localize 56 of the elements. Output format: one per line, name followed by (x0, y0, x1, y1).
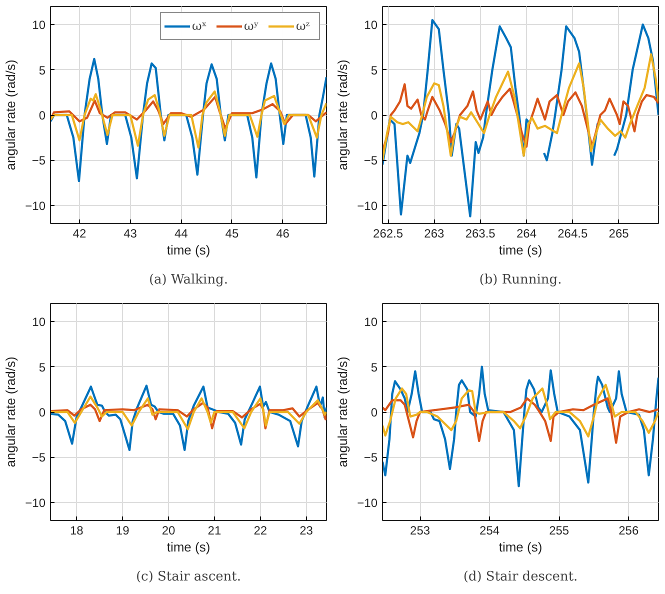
text: (a) Walking. (148, 272, 228, 288)
y-tick-label: 5 (38, 63, 46, 78)
y-tick-label: 5 (38, 360, 46, 374)
y-tick-label: −5 (32, 450, 46, 465)
legend-label: ωʸ (244, 19, 260, 33)
x-tick-label: 43 (124, 226, 138, 240)
y-tick-label: −5 (364, 154, 378, 168)
y-tick-label: −5 (364, 450, 378, 465)
y-tick-label: 10 (364, 315, 378, 330)
y-tick-label: 0 (38, 108, 46, 122)
y-tick-label: 0 (370, 108, 378, 122)
y-axis-title: angular rate (rad/s) (3, 60, 18, 170)
y-tick-label: 0 (38, 406, 46, 420)
text: (b) Running. (479, 272, 562, 288)
x-tick-label: 265 (608, 226, 630, 240)
x-axis-title: time (s) (498, 540, 542, 554)
x-tick-label: 22 (254, 524, 268, 538)
x-tick-label: 264 (516, 226, 537, 240)
x-tick-label: 264.5 (558, 226, 588, 240)
y-tick-label: −5 (32, 154, 46, 168)
y-tick-label: −10 (25, 496, 46, 510)
y-tick-label: 10 (32, 315, 46, 330)
y-tick-label: 10 (364, 18, 378, 32)
y-tick-label: 0 (370, 406, 378, 420)
x-tick-label: 18 (70, 524, 84, 538)
x-tick-label: 254 (480, 524, 500, 538)
text: (c) Stair ascent. (136, 570, 242, 584)
y-tick-label: 5 (370, 63, 378, 78)
y-tick-label: −10 (357, 198, 378, 213)
y-tick-label: −10 (357, 496, 378, 510)
x-tick-label: 44 (174, 226, 188, 240)
x-tick-label: 263.5 (465, 226, 496, 240)
x-tick-label: 253 (410, 524, 430, 538)
x-tick-label: 21 (208, 524, 222, 538)
y-axis-title: angular rate (rad/s) (335, 356, 350, 468)
x-tick-label: 45 (225, 226, 239, 240)
text: (d) Stair descent. (463, 570, 578, 584)
x-tick-label: 46 (276, 226, 290, 240)
x-axis-title: time (s) (498, 242, 542, 258)
x-tick-label: 262.5 (373, 226, 404, 240)
x-tick-label: 19 (116, 524, 130, 538)
x-tick-label: 20 (162, 524, 176, 538)
x-tick-label: 263 (424, 226, 445, 240)
legend-label: ωᶻ (296, 19, 311, 33)
x-tick-label: 255 (549, 524, 570, 538)
x-tick-label: 256 (618, 524, 639, 538)
y-tick-label: 10 (32, 18, 46, 32)
x-tick-label: 42 (72, 226, 86, 240)
y-axis-title: angular rate (rad/s) (3, 356, 18, 468)
x-axis-title: time (s) (166, 242, 210, 258)
y-tick-label: 5 (370, 360, 378, 374)
x-tick-label: 23 (300, 524, 314, 538)
y-tick-label: −10 (25, 198, 46, 213)
y-axis-title: angular rate (rad/s) (335, 60, 350, 170)
x-axis-title: time (s) (166, 540, 210, 554)
legend-label: ωˣ (192, 19, 208, 33)
